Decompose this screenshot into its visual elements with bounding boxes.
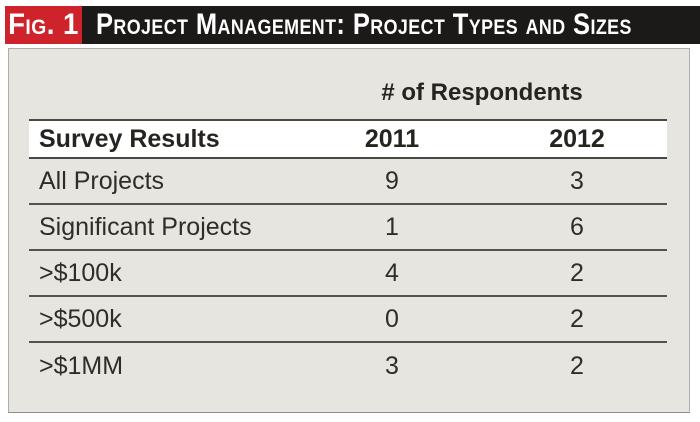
survey-table-panel: # of Respondents Survey Results 2011 201… bbox=[8, 48, 690, 413]
row-label: >$500k bbox=[39, 304, 122, 333]
cell-2011: 1 bbox=[385, 212, 399, 241]
table-row: >$100k 4 2 bbox=[29, 251, 667, 297]
row-label: >$1MM bbox=[39, 351, 124, 380]
table-row: >$1MM 3 2 bbox=[29, 343, 667, 389]
table-row: All Projects 9 3 bbox=[29, 159, 667, 205]
figure-number-label: Fig. 1 bbox=[8, 8, 79, 41]
figure-title: Project Management: Project Types and Si… bbox=[95, 8, 632, 41]
column-header-2011: 2011 bbox=[364, 124, 420, 153]
respondents-group-header: # of Respondents bbox=[381, 79, 583, 106]
cell-2012: 6 bbox=[570, 212, 584, 241]
table-row: >$500k 0 2 bbox=[29, 297, 667, 343]
cell-2011: 9 bbox=[385, 166, 399, 195]
group-header-row: # of Respondents bbox=[29, 79, 667, 107]
column-header-survey-results: Survey Results bbox=[39, 124, 220, 153]
row-label: Significant Projects bbox=[39, 212, 252, 241]
figure-number-badge: Fig. 1 bbox=[5, 6, 82, 44]
cell-2012: 2 bbox=[570, 258, 584, 287]
table-header-row: Survey Results 2011 2012 bbox=[29, 119, 667, 159]
cell-2012: 3 bbox=[570, 166, 584, 195]
table-row: Significant Projects 1 6 bbox=[29, 205, 667, 251]
figure-title-bar: Project Management: Project Types and Si… bbox=[81, 6, 700, 44]
cell-2011: 3 bbox=[385, 351, 399, 380]
row-label: All Projects bbox=[39, 166, 165, 195]
cell-2012: 2 bbox=[570, 304, 584, 333]
cell-2011: 0 bbox=[385, 304, 399, 333]
cell-2011: 4 bbox=[385, 258, 399, 287]
row-label: >$100k bbox=[39, 258, 122, 287]
figure-header-bar: Fig. 1 Project Management: Project Types… bbox=[5, 6, 700, 44]
cell-2012: 2 bbox=[570, 351, 584, 380]
column-header-2012: 2012 bbox=[549, 124, 605, 153]
